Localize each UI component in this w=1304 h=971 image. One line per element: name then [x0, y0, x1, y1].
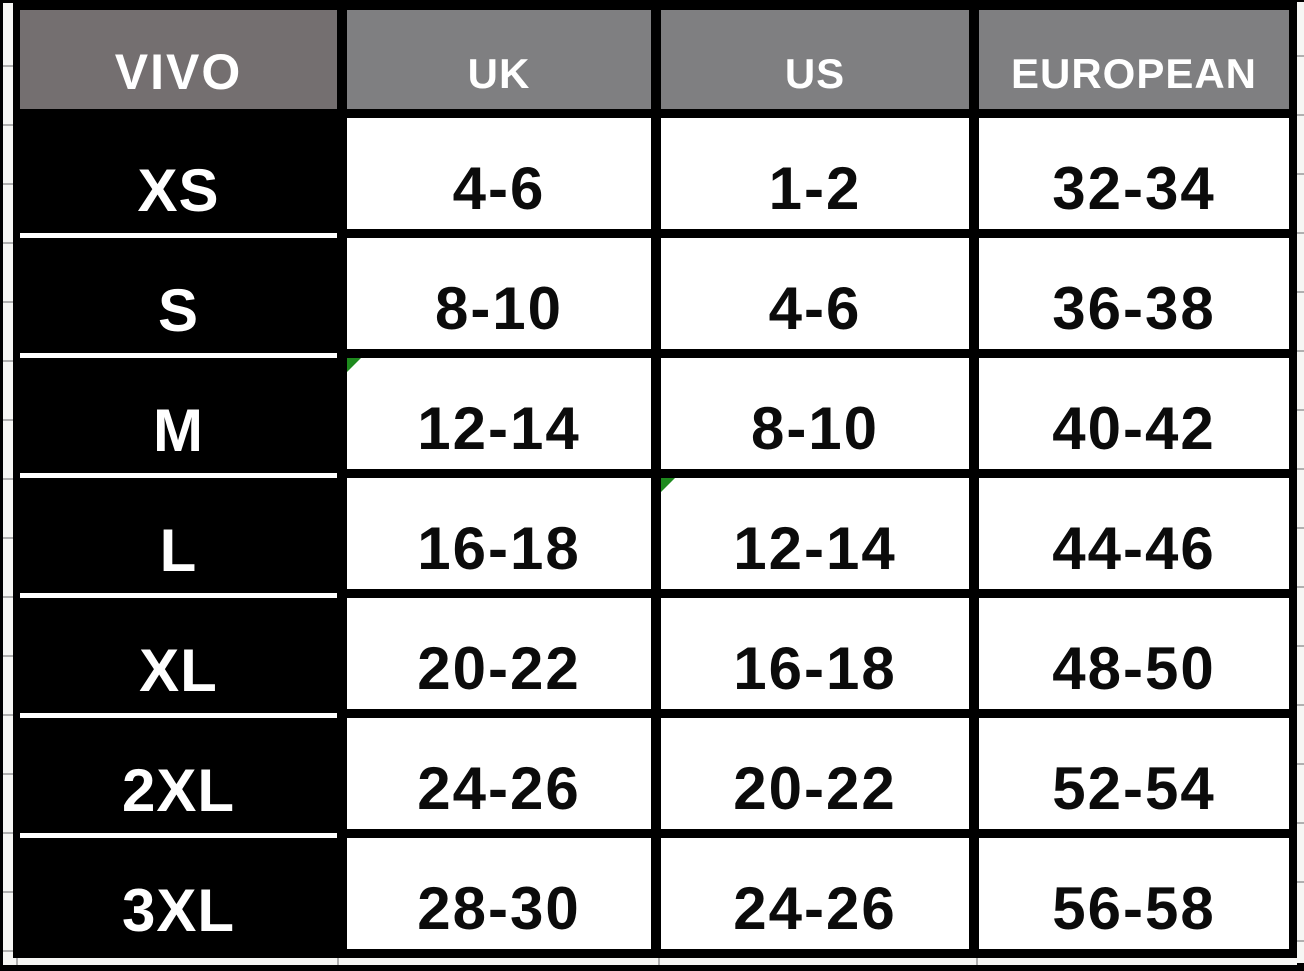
- gridline-tick: [976, 958, 978, 965]
- size-cell-3xl[interactable]: 3XL: [20, 838, 337, 958]
- column-header-label: US: [784, 50, 846, 97]
- cell-l-us[interactable]: 12-14: [661, 478, 969, 598]
- size-cell-l[interactable]: L: [20, 478, 337, 598]
- cell-xs-us[interactable]: 1-2: [661, 118, 969, 238]
- size-cell-s[interactable]: S: [20, 238, 337, 358]
- cell-s-us[interactable]: 4-6: [661, 238, 969, 358]
- sheet-gridline-strip-bottom: [3, 958, 1297, 965]
- cell-value: 16-18: [733, 635, 897, 702]
- size-label: XL: [139, 637, 218, 704]
- cell-2xl-european[interactable]: 52-54: [979, 718, 1289, 838]
- header-cell-brand[interactable]: VIVO: [20, 10, 337, 118]
- brand-header-label: VIVO: [114, 44, 243, 100]
- cell-value: 1-2: [768, 155, 862, 222]
- column-header-label: UK: [467, 50, 531, 97]
- cell-3xl-uk[interactable]: 28-30: [347, 838, 651, 958]
- size-chart-table: VIVO UK US EUROPEAN XS 4-6 1-2 32-34 S 8…: [13, 0, 1297, 958]
- cell-value: 8-10: [750, 395, 880, 462]
- cell-value: 32-34: [1052, 155, 1216, 222]
- size-label: 3XL: [121, 877, 236, 944]
- size-cell-xs[interactable]: XS: [20, 118, 337, 238]
- cell-value: 12-14: [733, 515, 897, 582]
- cell-value: 8-10: [434, 275, 564, 342]
- size-label: S: [157, 277, 200, 344]
- cell-value: 4-6: [452, 155, 546, 222]
- gridline-tick: [658, 958, 660, 965]
- cell-3xl-european[interactable]: 56-58: [979, 838, 1289, 958]
- header-cell-us[interactable]: US: [661, 10, 969, 118]
- cell-xl-us[interactable]: 16-18: [661, 598, 969, 718]
- header-cell-uk[interactable]: UK: [347, 10, 651, 118]
- sheet-gridline-strip-left: [3, 3, 13, 963]
- cell-2xl-us[interactable]: 20-22: [661, 718, 969, 838]
- cell-value: 44-46: [1052, 515, 1216, 582]
- cell-xl-uk[interactable]: 20-22: [347, 598, 651, 718]
- size-cell-m[interactable]: M: [20, 358, 337, 478]
- size-label: L: [159, 517, 198, 584]
- sheet-gridline-strip-right: [1297, 2, 1304, 963]
- cell-m-european[interactable]: 40-42: [979, 358, 1289, 478]
- cell-value: 12-14: [417, 395, 581, 462]
- cell-l-european[interactable]: 44-46: [979, 478, 1289, 598]
- error-flag-icon: [661, 478, 675, 492]
- error-flag-icon: [347, 358, 361, 372]
- cell-3xl-us[interactable]: 24-26: [661, 838, 969, 958]
- cell-xs-uk[interactable]: 4-6: [347, 118, 651, 238]
- cell-value: 20-22: [417, 635, 581, 702]
- cell-xs-european[interactable]: 32-34: [979, 118, 1289, 238]
- cell-l-uk[interactable]: 16-18: [347, 478, 651, 598]
- cell-value: 4-6: [768, 275, 862, 342]
- cell-value: 36-38: [1052, 275, 1216, 342]
- size-cell-2xl[interactable]: 2XL: [20, 718, 337, 838]
- header-cell-european[interactable]: EUROPEAN: [979, 10, 1289, 118]
- cell-value: 56-58: [1052, 875, 1216, 942]
- cell-2xl-uk[interactable]: 24-26: [347, 718, 651, 838]
- column-header-label: EUROPEAN: [1010, 50, 1258, 97]
- gridline-tick: [16, 958, 18, 965]
- cell-value: 40-42: [1052, 395, 1216, 462]
- cell-value: 52-54: [1052, 755, 1216, 822]
- size-label: XS: [137, 157, 220, 224]
- gridline-tick: [337, 958, 339, 965]
- cell-value: 28-30: [417, 875, 581, 942]
- size-label: M: [153, 397, 204, 464]
- cell-m-us[interactable]: 8-10: [661, 358, 969, 478]
- cell-value: 48-50: [1052, 635, 1216, 702]
- cell-m-uk[interactable]: 12-14: [347, 358, 651, 478]
- cell-value: 24-26: [417, 755, 581, 822]
- cell-s-european[interactable]: 36-38: [979, 238, 1289, 358]
- cell-s-uk[interactable]: 8-10: [347, 238, 651, 358]
- cell-value: 16-18: [417, 515, 581, 582]
- cell-xl-european[interactable]: 48-50: [979, 598, 1289, 718]
- cell-value: 24-26: [733, 875, 897, 942]
- size-label: 2XL: [121, 757, 236, 824]
- cell-value: 20-22: [733, 755, 897, 822]
- size-cell-xl[interactable]: XL: [20, 598, 337, 718]
